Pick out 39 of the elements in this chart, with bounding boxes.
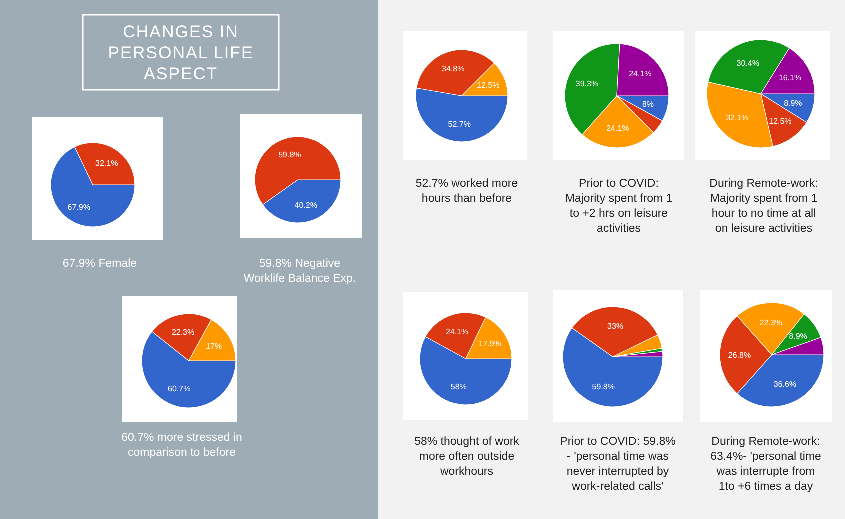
data-label: 12.5%	[769, 117, 792, 126]
data-label: 16.1%	[778, 74, 802, 83]
data-label: 40.2%	[294, 201, 318, 210]
data-label: 58%	[450, 382, 467, 392]
data-label: 59.8%	[592, 382, 615, 392]
data-label: 67.9%	[68, 202, 90, 212]
data-label: 22.3%	[760, 318, 782, 328]
text: 58% thought of work more often outside workhours	[414, 436, 520, 478]
data-label: 32.1%	[726, 114, 749, 123]
text: 52.7% worked more hours than before	[416, 178, 518, 205]
data-label: 24.1%	[606, 124, 630, 134]
data-label: 8.9%	[784, 99, 802, 108]
data-label: 30.4%	[736, 58, 760, 68]
text: Prior to COVID: Majority spent from 1 to +2 hrs on leisure activities	[565, 178, 673, 235]
data-label: 52.7%	[448, 120, 471, 130]
data-label: 8.9%	[789, 332, 808, 342]
pie-slice	[50, 146, 136, 228]
text: CHANGES IN PERSONAL LIFE ASPECT	[108, 22, 254, 84]
data-label: 34.8%	[442, 64, 465, 74]
data-label: 24.1%	[446, 328, 469, 337]
data-label: 8%	[642, 100, 654, 109]
text: 60.7% more stressed in comparison to before	[122, 432, 242, 459]
text: During Remote-work: Majority spent from 1 hour to no time at all on leisure activities	[710, 178, 818, 235]
data-label: 26.8%	[728, 350, 752, 360]
data-label: 33%	[608, 322, 624, 331]
data-label: 60.7%	[168, 384, 191, 394]
data-label: 17%	[206, 342, 222, 351]
data-label: 32.1%	[96, 158, 118, 168]
text: 67.9% Female	[62, 258, 138, 270]
data-label: 24.1%	[629, 70, 652, 79]
text: Prior to COVID: 59.8% - 'personal time was never interrupted by work-related calls'	[560, 436, 676, 493]
data-label: 59.8%	[278, 150, 302, 160]
data-label: 36.6%	[774, 380, 797, 390]
data-label: 22.3%	[172, 328, 195, 338]
data-label: 17.9%	[478, 340, 502, 349]
text: 59.8% Negative Worklife Balance Exp.	[244, 258, 356, 285]
data-label: 12.5%	[477, 80, 500, 90]
text: During Remote-work: 63.4%- 'personal time was interrupte from 1to +6 times a day	[710, 436, 822, 493]
data-label: 39.3%	[576, 79, 599, 88]
